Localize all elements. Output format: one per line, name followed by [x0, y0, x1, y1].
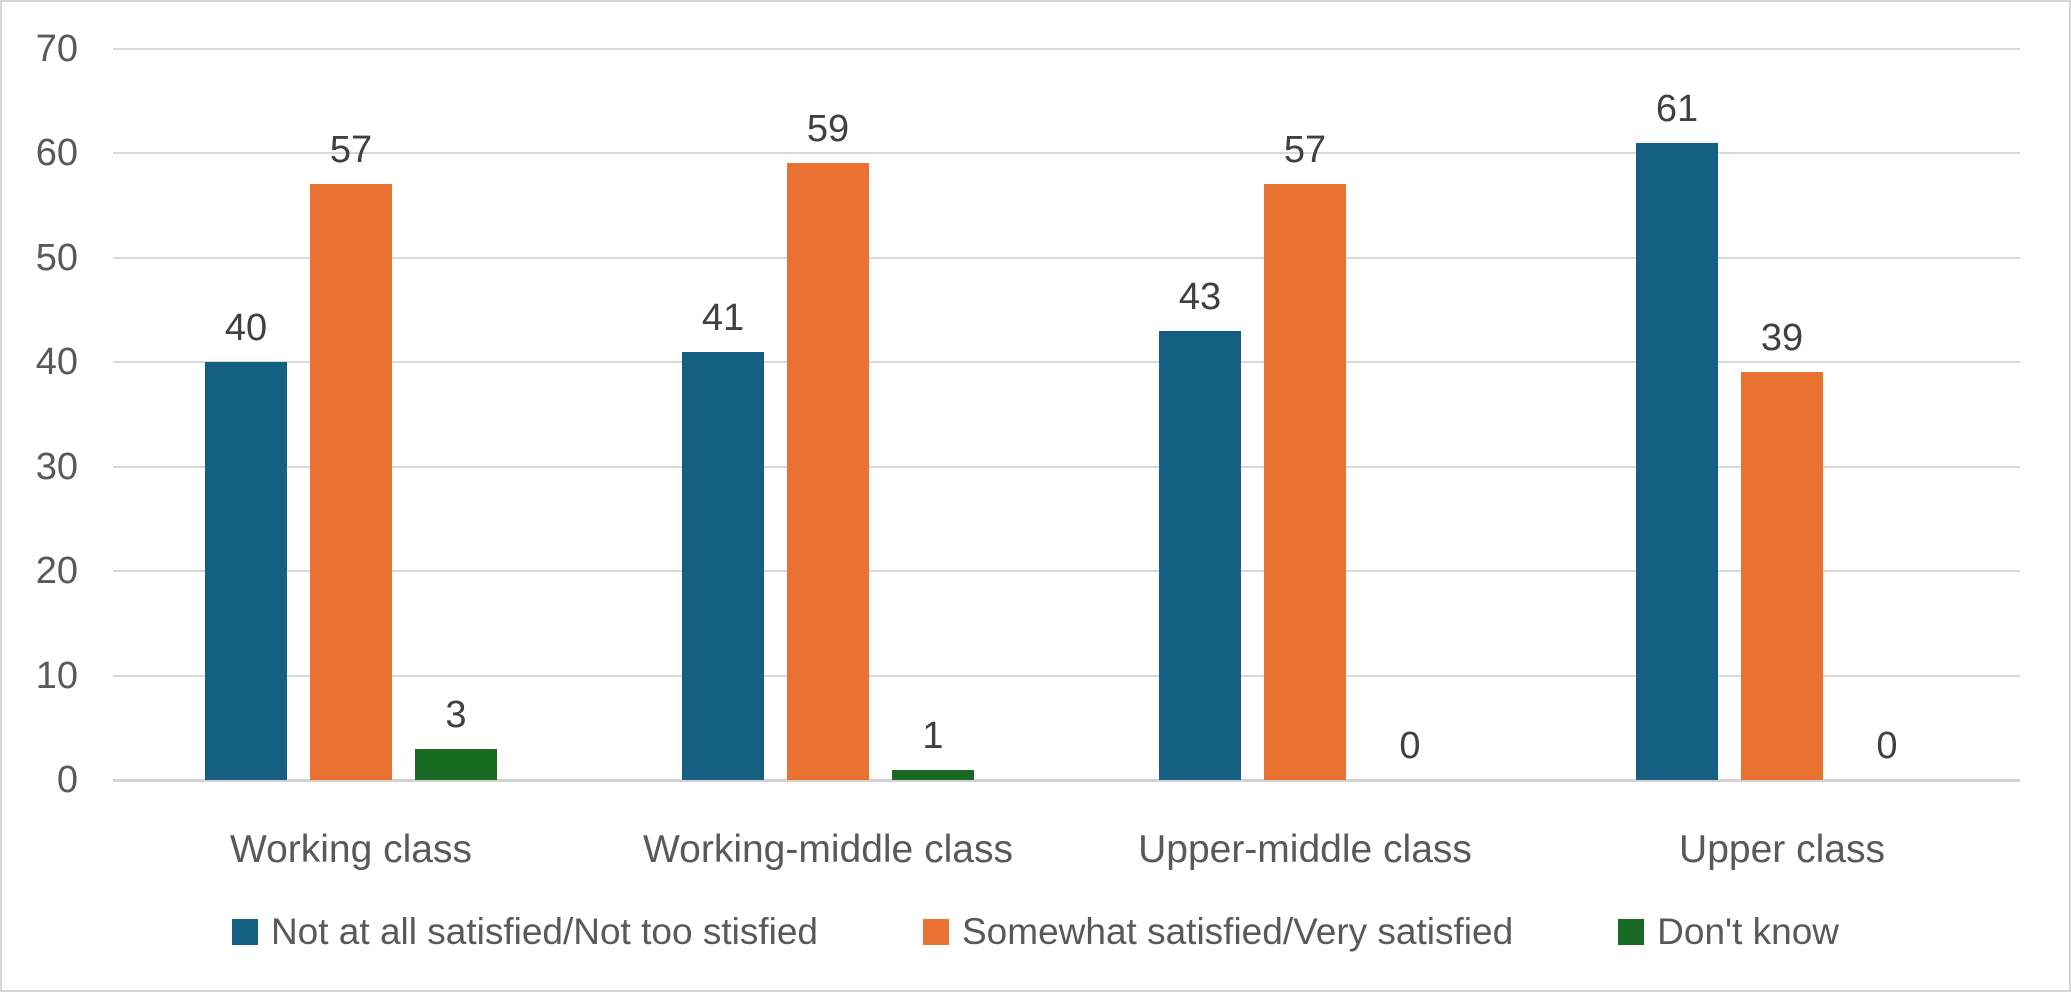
legend-label: Somewhat satisfied/Very satisfied [962, 911, 1514, 952]
x-axis-line [113, 779, 2020, 782]
bar-satisfied [1741, 372, 1823, 780]
data-label: 61 [1655, 88, 1699, 130]
legend-swatch-icon [1618, 919, 1645, 945]
category-label: Working class [229, 828, 473, 871]
gridline [113, 675, 2020, 677]
bar-dont-know [415, 749, 497, 780]
data-label: 40 [224, 307, 268, 349]
y-axis-tick-label: 50 [35, 237, 78, 279]
gridline [113, 152, 2020, 154]
legend-item: Somewhat satisfied/Very satisfied [923, 911, 1513, 953]
y-axis-tick-label: 0 [56, 759, 78, 801]
data-label: 0 [1876, 725, 1898, 767]
y-axis-tick-label: 30 [35, 446, 78, 488]
bar-not-satisfied [1159, 331, 1241, 780]
category-label: Upper-middle class [1138, 828, 1472, 871]
gridline [113, 257, 2020, 259]
legend-swatch-icon [923, 919, 949, 945]
data-label: 59 [806, 108, 850, 150]
data-label: 43 [1178, 276, 1222, 318]
gridline [113, 466, 2020, 468]
legend-label: Don't know [1657, 911, 1840, 952]
legend-item: Don't know [1618, 911, 1839, 953]
gridline [113, 570, 2020, 572]
category-label: Upper class [1679, 828, 1885, 871]
bar-not-satisfied [1636, 143, 1718, 780]
category-label: Working-middle class [643, 828, 1013, 871]
data-label: 57 [329, 129, 373, 171]
y-axis-tick-label: 10 [35, 655, 78, 697]
legend-swatch-icon [231, 919, 258, 945]
data-label: 57 [1283, 129, 1327, 171]
y-axis-tick-label: 70 [35, 28, 78, 70]
bar-satisfied [1264, 184, 1346, 780]
legend-item: Not at all satisfied/Not too stisfied [231, 911, 818, 953]
data-label: 3 [445, 694, 467, 736]
bar-not-satisfied [205, 362, 287, 780]
bar-satisfied [787, 163, 869, 780]
bar-satisfied [310, 184, 392, 780]
bar-dont-know [892, 770, 974, 780]
data-label: 41 [701, 297, 745, 339]
data-label: 0 [1399, 725, 1421, 767]
gridline [113, 48, 2020, 50]
bar-not-satisfied [682, 352, 764, 780]
data-label: 39 [1760, 317, 1804, 359]
y-axis-tick-label: 20 [35, 550, 78, 592]
legend-label: Not at all satisfied/Not too stisfied [270, 911, 818, 952]
y-axis-tick-label: 60 [35, 132, 78, 174]
chart-legend: Not at all satisfied/Not too stisfied Som… [2, 904, 2069, 960]
y-axis-tick-label: 40 [35, 341, 78, 383]
gridline [113, 361, 2020, 363]
data-label: 1 [922, 715, 944, 757]
